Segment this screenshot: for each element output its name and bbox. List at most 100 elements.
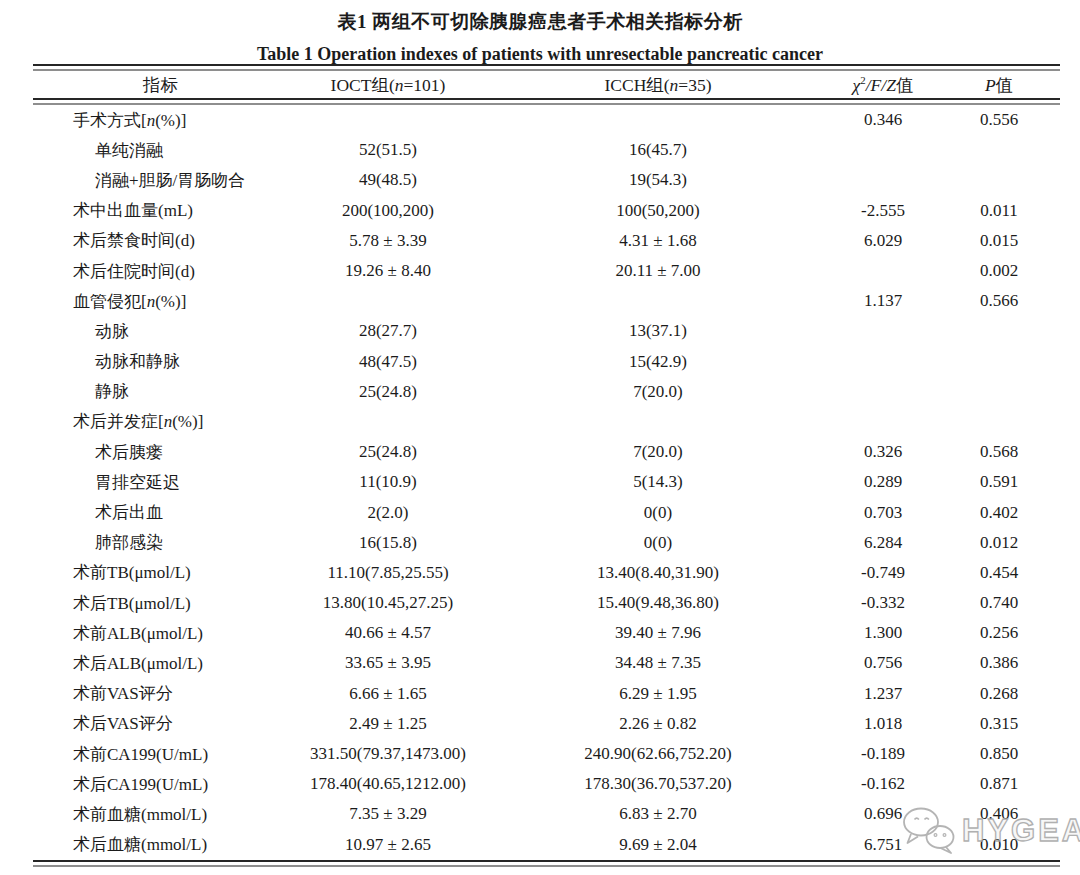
row-label: 术后并发症[n(%)]	[33, 410, 288, 433]
row-label: 单纯消融	[33, 139, 288, 162]
icch-value: 19(54.3)	[488, 170, 828, 190]
column-header-statistic: χ2/F/Z值	[828, 73, 938, 97]
p-value: 0.556	[938, 110, 1060, 130]
table-row: 单纯消融52(51.5)16(45.7)	[33, 135, 1060, 165]
table-row: 术前CA199(U/mL)331.50(79.37,1473.00)240.90…	[33, 739, 1060, 769]
icch-value: 20.11 ± 7.00	[488, 261, 828, 281]
table-row: 术后CA199(U/mL)178.40(40.65,1212.00)178.30…	[33, 769, 1060, 799]
row-label: 术后出血	[33, 501, 288, 524]
ioct-value: 19.26 ± 8.40	[288, 261, 488, 281]
stat-value: 0.696	[828, 804, 938, 824]
ioct-value: 2.49 ± 1.25	[288, 714, 488, 734]
ioct-value: 200(100,200)	[288, 201, 488, 221]
table-row: 术后并发症[n(%)]	[33, 407, 1060, 437]
table-row: 术后出血2(2.0)0(0)0.7030.402	[33, 497, 1060, 527]
ioct-value: 33.65 ± 3.95	[288, 653, 488, 673]
ioct-value: 2(2.0)	[288, 503, 488, 523]
icch-value: 15(42.9)	[488, 352, 828, 372]
stat-value: 1.237	[828, 684, 938, 704]
table-row: 血管侵犯[n(%)] 1.1370.566	[33, 286, 1060, 316]
p-value: 0.566	[938, 291, 1060, 311]
p-value: 0.850	[938, 744, 1060, 764]
table-row: 术前ALB(μmol/L)40.66 ± 4.5739.40 ± 7.961.3…	[33, 618, 1060, 648]
icch-value: 2.26 ± 0.82	[488, 714, 828, 734]
ioct-value: 11.10(7.85,25.55)	[288, 563, 488, 583]
row-label: 肺部感染	[33, 531, 288, 554]
column-header-p-value: P值	[938, 73, 1060, 97]
table-row: 术后VAS评分2.49 ± 1.252.26 ± 0.821.0180.315	[33, 709, 1060, 739]
table-row: 术后住院时间(d)19.26 ± 8.4020.11 ± 7.000.002	[33, 256, 1060, 286]
icch-value: 6.29 ± 1.95	[488, 684, 828, 704]
row-label: 血管侵犯[n(%)]	[33, 290, 288, 313]
table-row: 消融+胆肠/胃肠吻合49(48.5)19(54.3)	[33, 165, 1060, 195]
p-symbol: P	[985, 75, 996, 95]
p-value: 0.740	[938, 593, 1060, 613]
table: 指标 IOCT组(n=101) ICCH组(n=35) χ2/F/Z值 P值 手…	[33, 64, 1060, 867]
ioct-value: 10.97 ± 2.65	[288, 835, 488, 855]
stat-value: 1.137	[828, 291, 938, 311]
column-header-indicator: 指标	[33, 73, 288, 97]
ioct-value: 48(47.5)	[288, 352, 488, 372]
icch-value: 13.40(8.40,31.90)	[488, 563, 828, 583]
p-value: 0.402	[938, 503, 1060, 523]
icch-value: 100(50,200)	[488, 201, 828, 221]
row-label: 术后ALB(μmol/L)	[33, 652, 288, 675]
table-row: 静脉25(24.8)7(20.0)	[33, 377, 1060, 407]
table-row: 手术方式[n(%)]0.3460.556	[33, 105, 1060, 135]
stat-value: 1.300	[828, 623, 938, 643]
header-text: =35)	[678, 75, 711, 95]
icch-value: 15.40(9.48,36.80)	[488, 593, 828, 613]
stat-value: -0.332	[828, 593, 938, 613]
row-label: 术后胰瘘	[33, 441, 288, 464]
stat-value: 0.289	[828, 472, 938, 492]
table-row: 动脉28(27.7)13(37.1)	[33, 316, 1060, 346]
icch-value: 240.90(62.66,752.20)	[488, 744, 828, 764]
row-label: 术后禁食时间(d)	[33, 229, 288, 252]
table-row: 术后禁食时间(d)5.78 ± 3.394.31 ± 1.686.0290.01…	[33, 226, 1060, 256]
row-label: 术前ALB(μmol/L)	[33, 622, 288, 645]
column-header-ioct-group: IOCT组(n=101)	[288, 73, 488, 97]
row-label: 术前血糖(mmol/L)	[33, 803, 288, 826]
table-row: 术前TB(μmol/L)11.10(7.85,25.55)13.40(8.40,…	[33, 558, 1060, 588]
table-row: 术前血糖(mmol/L)7.35 ± 3.296.83 ± 2.700.6960…	[33, 799, 1060, 829]
table-row: 肺部感染16(15.8)0(0)6.2840.012	[33, 528, 1060, 558]
table-bottom-rule	[33, 860, 1060, 867]
p-value: 0.011	[938, 201, 1060, 221]
icch-value: 13(37.1)	[488, 321, 828, 341]
table-row: 术后血糖(mmol/L)10.97 ± 2.659.69 ± 2.046.751…	[33, 830, 1060, 860]
row-label: 术中出血量(mL)	[33, 199, 288, 222]
icch-value: 0(0)	[488, 503, 828, 523]
table-row: 术中出血量(mL)200(100,200)100(50,200)-2.5550.…	[33, 196, 1060, 226]
icch-value: 7(20.0)	[488, 442, 828, 462]
table-row: 胃排空延迟11(10.9)5(14.3)0.2890.591	[33, 467, 1060, 497]
row-label: 术后血糖(mmol/L)	[33, 833, 288, 856]
ioct-value: 5.78 ± 3.39	[288, 231, 488, 251]
row-label: 胃排空延迟	[33, 471, 288, 494]
stat-value: 6.284	[828, 533, 938, 553]
icch-value: 7(20.0)	[488, 382, 828, 402]
table-row: 术前VAS评分6.66 ± 1.656.29 ± 1.951.2370.268	[33, 679, 1060, 709]
ioct-value: 16(15.8)	[288, 533, 488, 553]
row-label: 静脉	[33, 380, 288, 403]
p-value: 0.406	[938, 804, 1060, 824]
ioct-value: 40.66 ± 4.57	[288, 623, 488, 643]
icch-value: 5(14.3)	[488, 472, 828, 492]
stat-value: 1.018	[828, 714, 938, 734]
header-text: 值	[896, 75, 914, 95]
header-text: IOCT组(	[331, 75, 395, 95]
row-label: 术后TB(μmol/L)	[33, 592, 288, 615]
table-row: 术后ALB(μmol/L)33.65 ± 3.9534.48 ± 7.350.7…	[33, 648, 1060, 678]
page: 表1 两组不可切除胰腺癌患者手术相关指标分析 Table 1 Operation…	[0, 0, 1080, 875]
stat-value: 6.751	[828, 835, 938, 855]
ioct-value: 7.35 ± 3.29	[288, 804, 488, 824]
stat-value: -0.162	[828, 774, 938, 794]
row-label: 术前TB(μmol/L)	[33, 561, 288, 584]
p-value: 0.454	[938, 563, 1060, 583]
row-label: 术后住院时间(d)	[33, 260, 288, 283]
header-text: 值	[996, 75, 1014, 95]
p-value: 0.010	[938, 835, 1060, 855]
p-value: 0.256	[938, 623, 1060, 643]
icch-value: 0(0)	[488, 533, 828, 553]
p-value: 0.386	[938, 653, 1060, 673]
stat-value: -0.189	[828, 744, 938, 764]
